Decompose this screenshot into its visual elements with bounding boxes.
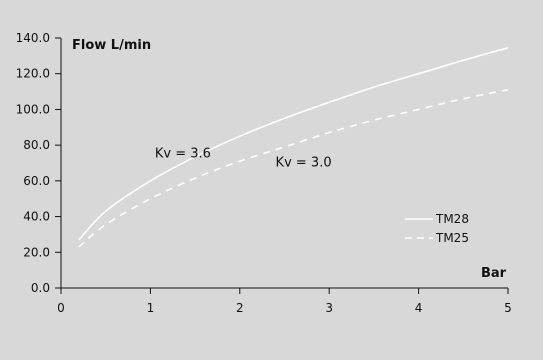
- x-tick-label: 1: [147, 301, 155, 315]
- x-tick-label: 0: [57, 301, 65, 315]
- annotation-label: Kv = 3.6: [155, 147, 211, 162]
- series-line-tm25: [78, 89, 509, 248]
- chart-axes: 0.0 20.0 40.0 60.0 80.0 100.0 120.0 140.0 0 1 2 3 4 5: [16, 31, 512, 315]
- chart-legend: TM28 TM25: [405, 212, 469, 245]
- x-tick-label: 5: [504, 301, 512, 315]
- y-tick-label: 100.0: [16, 102, 50, 116]
- y-tick-label: 0.0: [31, 281, 50, 295]
- y-tick-label: 40.0: [23, 210, 50, 224]
- y-tick-label: 60.0: [23, 174, 50, 188]
- y-tick-label: 80.0: [23, 138, 50, 152]
- x-tick-label: 2: [236, 301, 244, 315]
- y-tick-label: 20.0: [23, 245, 50, 259]
- y-tick-label: 120.0: [16, 67, 50, 81]
- legend-label-tm25: TM25: [435, 231, 469, 245]
- y-axis-title: Flow L/min: [72, 38, 151, 53]
- x-tick-label: 3: [325, 301, 333, 315]
- chart-labels: Flow L/min Bar Kv = 3.6 Kv = 3.0: [72, 38, 507, 281]
- chart-series: [78, 47, 509, 248]
- y-tick-label: 140.0: [16, 31, 50, 45]
- x-axis-title: Bar: [481, 266, 507, 281]
- series-line-tm28: [78, 47, 509, 241]
- x-tick-label: 4: [415, 301, 423, 315]
- annotation-label: Kv = 3.0: [276, 156, 332, 171]
- legend-label-tm28: TM28: [435, 212, 469, 226]
